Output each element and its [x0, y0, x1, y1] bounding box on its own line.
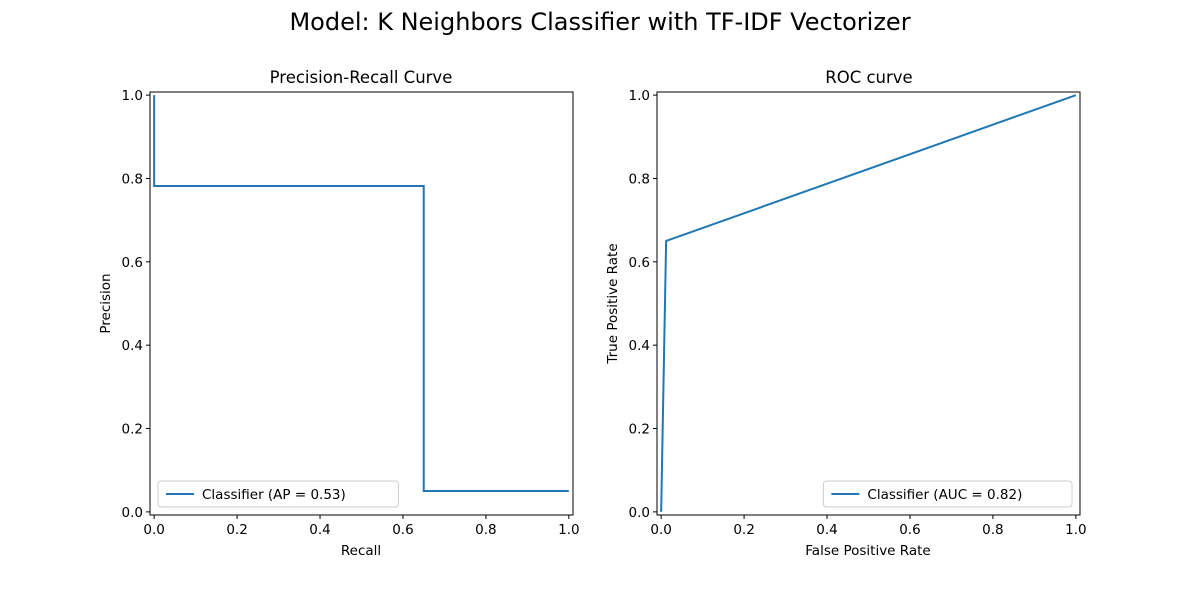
- roc-series-line: [660, 94, 1077, 512]
- precision-recall-chart: Precision-Recall Curve 0.0 0.2 0.4 0.6 0.8 1.…: [98, 68, 580, 559]
- precision-recall-ticks: 0.0 0.2 0.4 0.6 0.8 1.0 0.0 0.2 0.4 0.6 0.8 1.0: [122, 88, 580, 538]
- precision-recall-x-tick-label: 1.0: [558, 522, 579, 538]
- roc-y-tick-label: 0.6: [629, 255, 650, 271]
- precision-recall-y-tick-label: 0.4: [122, 338, 143, 354]
- roc-title: ROC curve: [825, 68, 912, 87]
- roc-y-tick-label: 0.2: [629, 422, 650, 438]
- precision-recall-y-tick-label: 0.6: [122, 255, 143, 271]
- precision-recall-y-tick-label: 0.0: [122, 505, 143, 521]
- precision-recall-y-tick-label: 0.8: [122, 171, 143, 187]
- precision-recall-series-line: [153, 95, 569, 493]
- roc-series: [660, 94, 1077, 512]
- roc-chart: ROC curve 0.0 0.2 0.4 0.6 0.8 1.0 0.0 0.2 0.4 0.6…: [605, 68, 1087, 559]
- precision-recall-plot-frame: [149, 91, 574, 516]
- roc-x-tick-label: 0.2: [733, 522, 754, 538]
- precision-recall-legend: Classifier (AP = 0.53): [157, 480, 399, 508]
- precision-recall-title: Precision-Recall Curve: [270, 68, 453, 87]
- roc-y-tick-label: 1.0: [629, 88, 650, 104]
- roc-x-tick-label: 0.0: [650, 522, 671, 538]
- roc-ticks: 0.0 0.2 0.4 0.6 0.8 1.0 0.0 0.2 0.4 0.6 0.8 1.0: [629, 88, 1087, 538]
- roc-y-tick-label: 0.0: [629, 505, 650, 521]
- precision-recall-x-tick-label: 0.8: [475, 522, 496, 538]
- precision-recall-y-axis-label: Precision: [98, 273, 114, 333]
- roc-y-tick-label: 0.8: [629, 171, 650, 187]
- roc-legend-label: Classifier (AUC = 0.82): [867, 487, 1022, 503]
- roc-x-tick-label: 0.4: [816, 522, 837, 538]
- precision-recall-x-tick-label: 0.2: [226, 522, 247, 538]
- roc-y-axis-label: True Positive Rate: [605, 243, 621, 364]
- precision-recall-x-tick-label: 0.0: [143, 522, 164, 538]
- roc-x-tick-label: 0.6: [899, 522, 920, 538]
- roc-x-tick-label: 1.0: [1065, 522, 1086, 538]
- roc-legend-box: [822, 480, 1073, 508]
- precision-recall-x-tick-label: 0.6: [392, 522, 413, 538]
- roc-y-tick-label: 0.4: [629, 338, 650, 354]
- precision-recall-x-axis-label: Recall: [341, 543, 381, 559]
- roc-x-axis-label: False Positive Rate: [805, 543, 930, 559]
- precision-recall-series: [153, 95, 569, 493]
- roc-plot-frame: [656, 91, 1081, 516]
- figure-title: Model: K Neighbors Classifier with TF-ID…: [289, 8, 910, 36]
- precision-recall-legend-label: Classifier (AP = 0.53): [202, 487, 346, 503]
- roc-legend: Classifier (AUC = 0.82): [822, 480, 1073, 508]
- roc-x-tick-label: 0.8: [982, 522, 1003, 538]
- precision-recall-y-tick-label: 0.2: [122, 422, 143, 438]
- precision-recall-x-tick-label: 0.4: [309, 522, 330, 538]
- precision-recall-y-tick-label: 1.0: [122, 88, 143, 104]
- precision-recall-legend-box: [157, 480, 399, 508]
